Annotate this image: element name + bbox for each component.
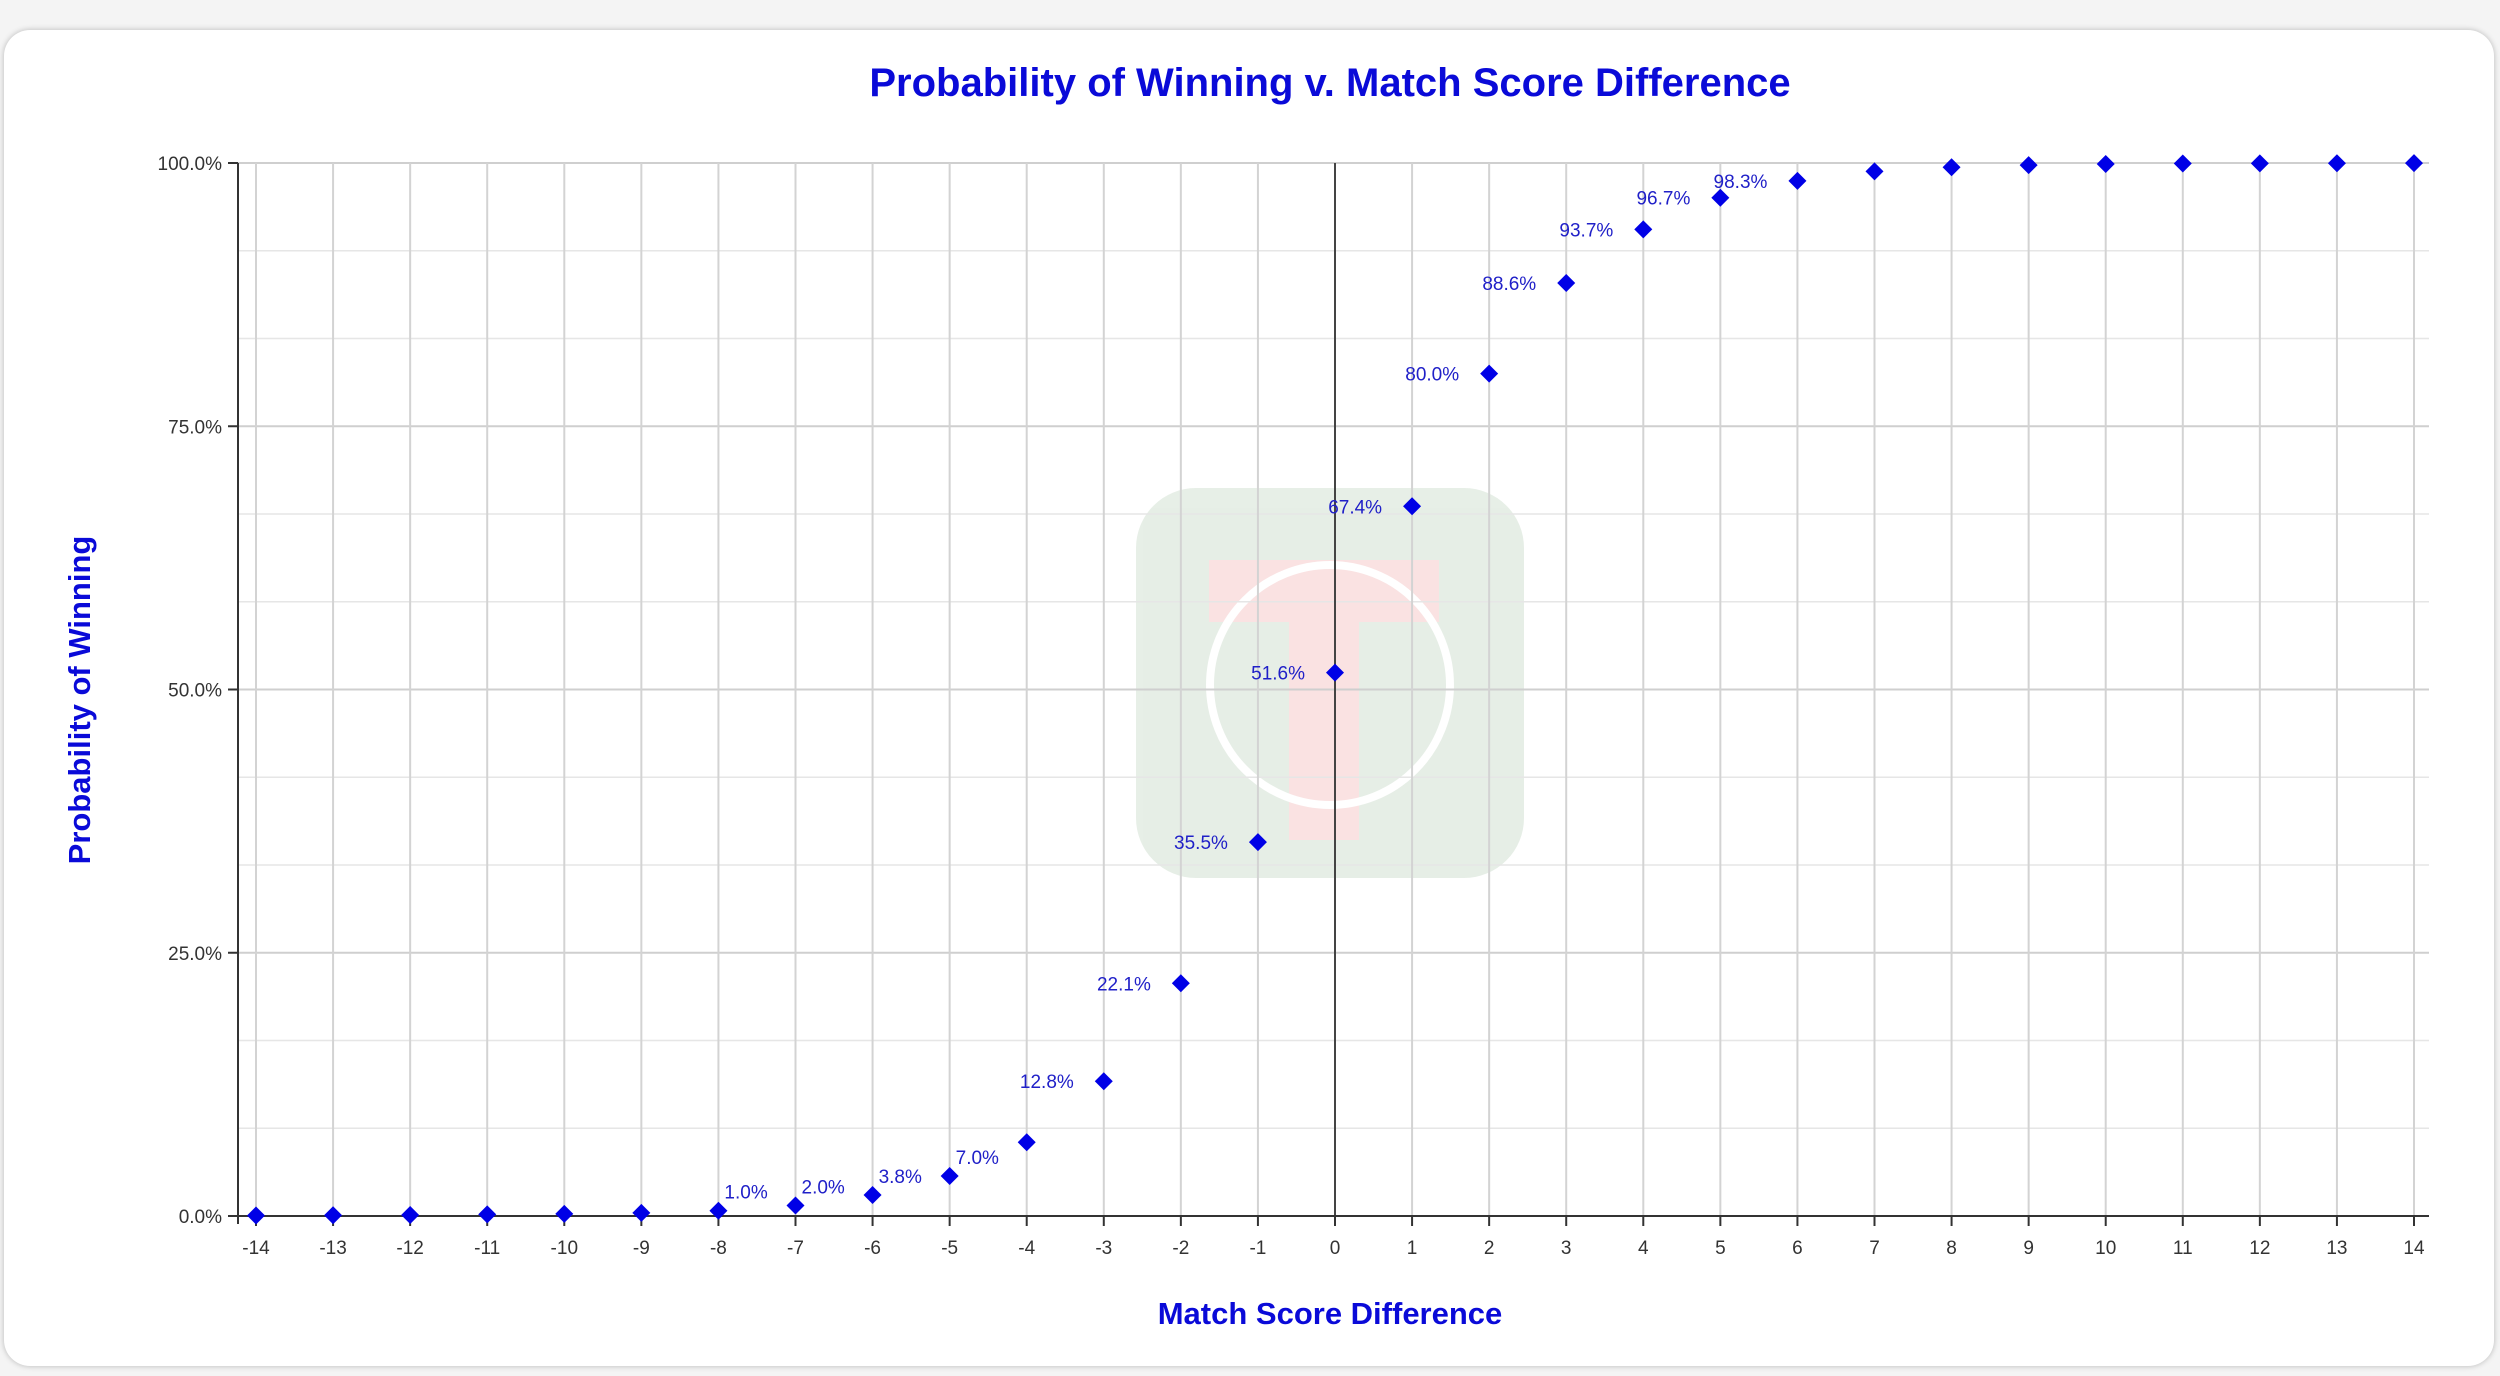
data-label: 1.0% xyxy=(724,1183,767,1204)
x-tick-label: -2 xyxy=(1172,1238,1189,1259)
data-label: 51.6% xyxy=(1251,664,1305,685)
data-point xyxy=(940,1166,959,1185)
data-point xyxy=(2173,154,2192,173)
data-label: 80.0% xyxy=(1405,365,1459,386)
axes xyxy=(237,163,2429,1224)
x-axis-title: Match Score Difference xyxy=(1158,1296,1503,1331)
y-tick-label: 75.0% xyxy=(168,417,222,438)
data-point xyxy=(709,1201,728,1220)
y-tick-label: 100.0% xyxy=(158,154,223,175)
data-point xyxy=(1171,974,1190,993)
logo-watermark xyxy=(1136,488,1524,878)
data-label: 12.8% xyxy=(1020,1072,1074,1093)
x-tick-label: 6 xyxy=(1792,1238,1803,1259)
x-tick-label: -4 xyxy=(1018,1238,1035,1259)
x-tick-label: -12 xyxy=(396,1238,423,1259)
x-tick-label: 1 xyxy=(1407,1238,1418,1259)
x-tick-label: -9 xyxy=(633,1238,650,1259)
data-point xyxy=(247,1206,265,1225)
x-tick-label: 2 xyxy=(1484,1238,1495,1259)
grid xyxy=(238,162,2429,1217)
x-tick-label: 8 xyxy=(1946,1238,1957,1259)
x-tick-label: 5 xyxy=(1715,1238,1726,1259)
x-tick-label: 14 xyxy=(2403,1238,2425,1259)
data-label: 93.7% xyxy=(1559,220,1613,241)
data-label: 3.8% xyxy=(879,1167,922,1188)
y-tick-label: 0.0% xyxy=(179,1207,222,1228)
data-label: 7.0% xyxy=(956,1148,999,1169)
data-point xyxy=(478,1205,497,1224)
data-point xyxy=(1480,364,1499,383)
x-tick-label: 12 xyxy=(2249,1238,2270,1259)
x-tick-label: 9 xyxy=(2023,1238,2034,1259)
data-point xyxy=(2250,154,2269,173)
x-tick-label: -1 xyxy=(1249,1238,1266,1259)
data-label: 2.0% xyxy=(802,1177,845,1198)
data-point xyxy=(786,1196,805,1215)
x-tick-label: 0 xyxy=(1330,1238,1341,1259)
x-tick-label: -6 xyxy=(864,1238,881,1259)
x-tick-label: 7 xyxy=(1869,1238,1880,1259)
data-point xyxy=(863,1185,882,1204)
chart-card: -14 -13 -12 -11 -10 -9 -8 -7 -6 -5 -4 -3 -2 -1 0 1 2 3 4 5 6… xyxy=(4,30,2494,1366)
data-label: 22.1% xyxy=(1097,974,1151,995)
data-point xyxy=(1865,162,1884,181)
data-point xyxy=(1017,1133,1036,1152)
data-points xyxy=(247,154,2423,1225)
y-tick-label: 50.0% xyxy=(168,681,222,702)
x-tick-label: 11 xyxy=(2173,1238,2193,1259)
data-point xyxy=(1326,663,1344,682)
chart-svg: -14 -13 -12 -11 -10 -9 -8 -7 -6 -5 -4 -3 -2 -1 0 1 2 3 4 5 6… xyxy=(62,61,2429,1331)
data-point xyxy=(1788,171,1807,190)
chart-title: Probability of Winning v. Match Score Di… xyxy=(869,61,1790,105)
data-point xyxy=(2019,156,2038,175)
x-tick-label: -13 xyxy=(319,1238,346,1259)
x-tick-label: -8 xyxy=(710,1238,727,1259)
y-tick-label: 25.0% xyxy=(168,944,222,965)
x-tick-label: -3 xyxy=(1095,1238,1112,1259)
x-tick-labels: -14 -13 -12 -11 -10 -9 -8 -7 -6 -5 -4 -3 -2 -1 0 1 2 3 4 5 6… xyxy=(242,1216,2425,1259)
x-tick-label: 3 xyxy=(1561,1238,1572,1259)
data-label: 96.7% xyxy=(1636,189,1690,210)
data-point xyxy=(632,1203,651,1222)
x-tick-label: -11 xyxy=(474,1238,500,1259)
data-label: 35.5% xyxy=(1174,833,1228,854)
y-tick-labels: 0.0% 25.0% 50.0% 75.0% 100.0% xyxy=(158,154,238,1228)
data-labels: 1.0% 2.0% 3.8% 7.0% 12.8% 22.1% 35.5% 51.6% 67.4… xyxy=(724,172,1767,1204)
data-point xyxy=(555,1204,574,1223)
data-point xyxy=(1557,274,1576,293)
data-label: 88.6% xyxy=(1482,274,1536,295)
data-point xyxy=(2405,154,2423,173)
data-point xyxy=(2096,155,2115,174)
x-tick-label: -10 xyxy=(551,1238,578,1259)
data-point xyxy=(1634,220,1653,239)
data-point xyxy=(324,1206,343,1225)
data-point xyxy=(1711,188,1730,207)
data-point xyxy=(1942,158,1961,177)
x-tick-label: 4 xyxy=(1638,1238,1649,1259)
data-point xyxy=(2327,154,2346,173)
x-tick-label: 13 xyxy=(2326,1238,2347,1259)
data-point xyxy=(401,1205,420,1224)
x-tick-label: -14 xyxy=(242,1238,270,1259)
data-point xyxy=(1403,497,1422,516)
data-point xyxy=(1248,833,1267,852)
x-tick-label: -7 xyxy=(787,1238,804,1259)
data-label: 67.4% xyxy=(1328,497,1382,518)
data-label: 98.3% xyxy=(1714,172,1768,193)
data-point xyxy=(1094,1072,1113,1091)
y-axis-title: Probability of Winning xyxy=(62,536,97,865)
x-tick-label: -5 xyxy=(941,1238,958,1259)
x-tick-label: 10 xyxy=(2095,1238,2116,1259)
